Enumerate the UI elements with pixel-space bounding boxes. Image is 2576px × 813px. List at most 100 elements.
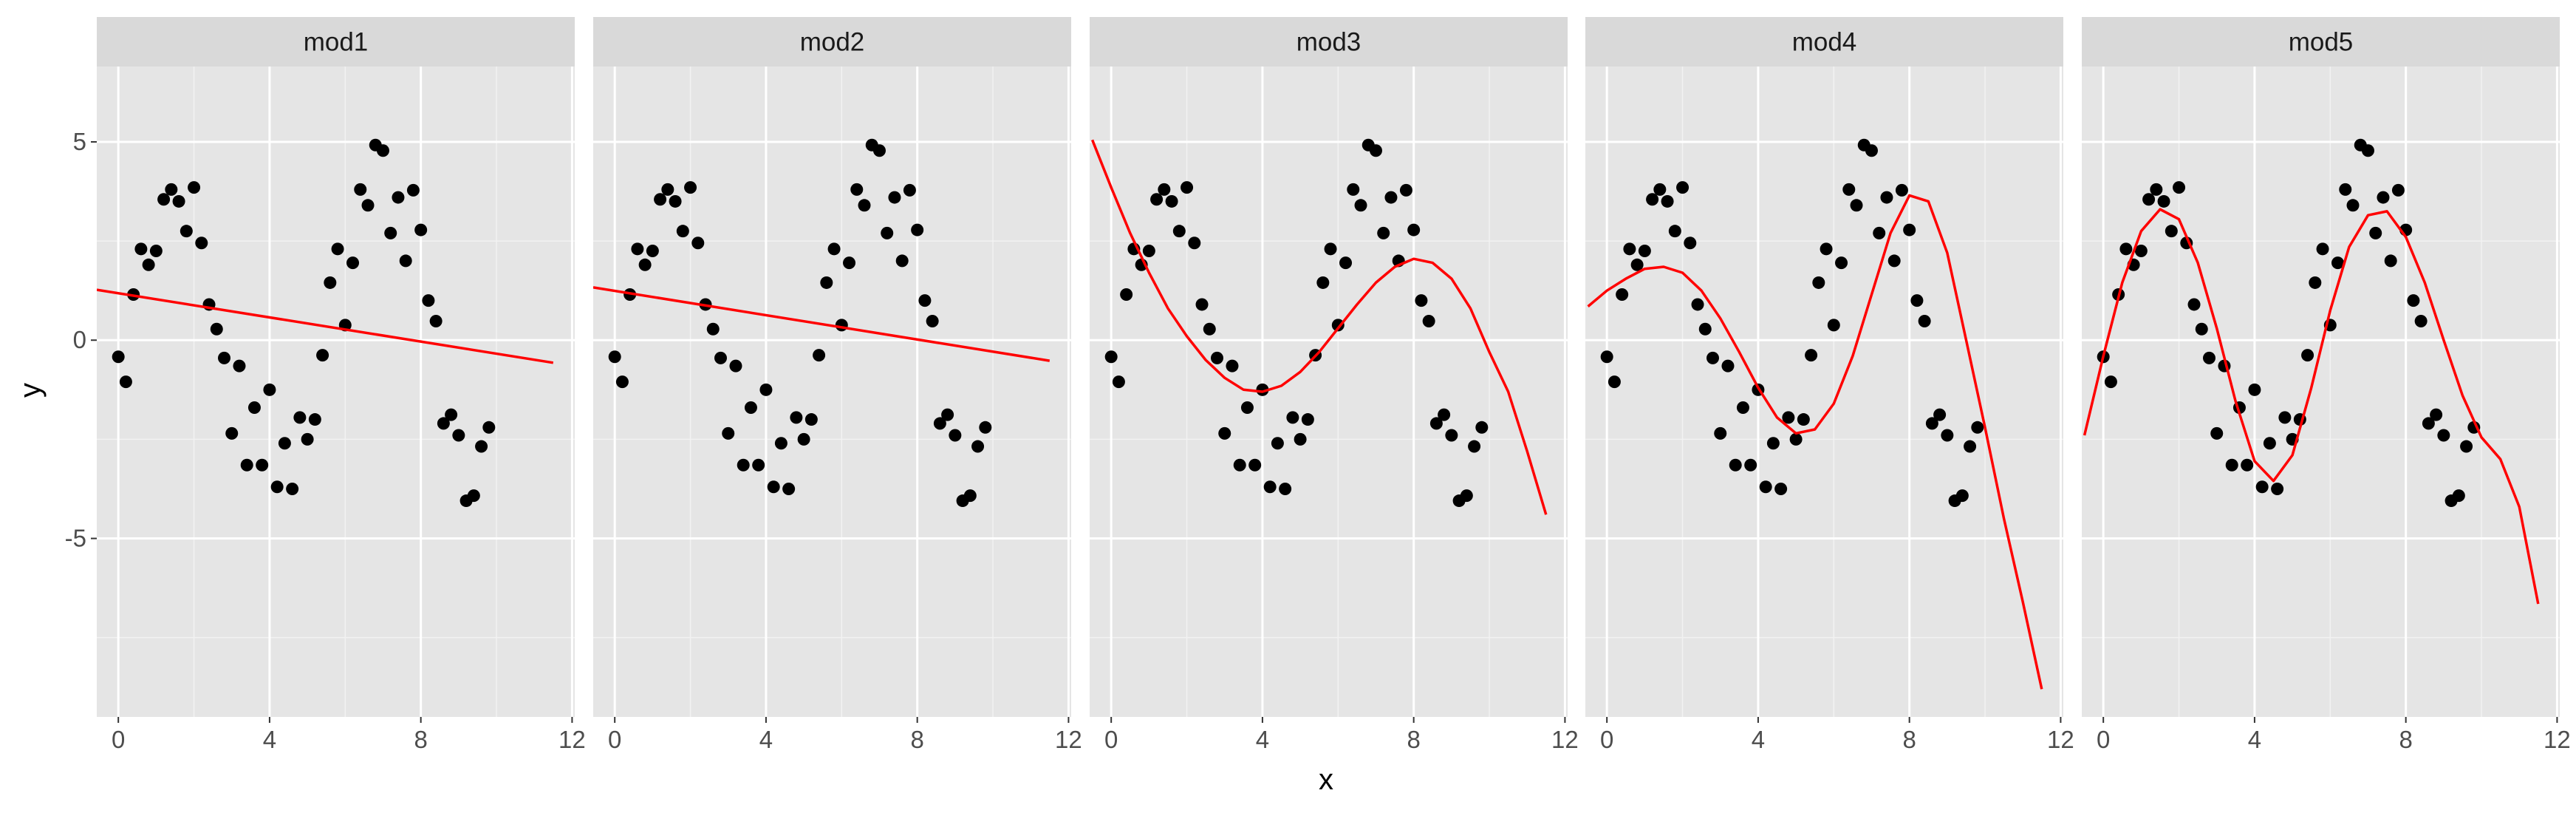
data-point	[1668, 225, 1681, 238]
panel-background	[1585, 67, 2063, 717]
data-point	[2422, 417, 2435, 430]
data-point	[963, 489, 977, 503]
x-tick-label: 4	[1752, 726, 1765, 753]
data-point	[308, 413, 321, 426]
fit-line-mod4	[1587, 194, 2043, 690]
data-point	[270, 480, 284, 494]
data-point	[1646, 193, 1659, 206]
facet-panel-mod5: mod5 0 4 8 12	[2082, 17, 2571, 753]
data-point	[331, 242, 344, 256]
data-point	[1158, 183, 1171, 196]
data-point	[1210, 351, 1223, 364]
data-point	[2150, 183, 2163, 196]
data-point	[414, 223, 428, 237]
data-points	[112, 138, 496, 508]
data-point	[157, 193, 171, 206]
data-point	[1165, 194, 1178, 208]
x-tick-label: 4	[263, 726, 276, 753]
facet-strip	[1090, 17, 1568, 67]
data-point	[2316, 242, 2329, 256]
data-point	[1339, 256, 1353, 270]
data-point	[256, 458, 269, 472]
data-point	[767, 480, 780, 494]
data-point	[217, 351, 230, 364]
x-tick-label: 8	[414, 726, 427, 753]
data-point	[895, 254, 909, 268]
facet-strip	[1585, 17, 2063, 67]
data-point	[149, 245, 163, 258]
data-point	[2134, 245, 2148, 258]
data-point	[661, 183, 674, 196]
data-point	[1415, 294, 1428, 307]
data-point	[2377, 191, 2390, 204]
data-point	[1865, 144, 1878, 157]
data-point	[2271, 482, 2284, 495]
facet-panel-mod4: mod4 0 4 8 12	[1585, 17, 2074, 753]
data-point	[1248, 458, 1262, 472]
data-point	[615, 375, 629, 389]
data-point	[782, 482, 796, 495]
data-point	[384, 226, 397, 239]
data-point	[1468, 440, 1481, 453]
facet-panel-mod2: mod2 0 4 8 12	[593, 17, 1082, 753]
data-point	[1842, 183, 1856, 196]
data-point	[1805, 349, 1818, 362]
data-point	[2361, 144, 2374, 157]
data-point	[2437, 429, 2450, 442]
data-point	[979, 421, 992, 434]
data-point	[1623, 242, 1636, 256]
facet-strip-label: mod3	[1296, 28, 1362, 57]
x-axis-title: x	[1319, 763, 1333, 796]
data-point	[1910, 294, 1924, 307]
data-point	[361, 199, 375, 212]
data-point	[1744, 458, 1757, 472]
data-point	[774, 437, 788, 450]
data-point	[1964, 440, 1977, 453]
data-point	[797, 432, 810, 446]
data-point	[1294, 432, 1307, 446]
data-point	[2173, 181, 2186, 194]
data-point	[949, 429, 962, 442]
data-point	[1399, 183, 1412, 197]
data-point	[820, 276, 833, 289]
data-point	[1630, 258, 1644, 271]
data-point	[2414, 314, 2428, 327]
data-point	[850, 183, 864, 196]
y-axis-title: y	[14, 383, 47, 398]
data-point	[2263, 437, 2276, 450]
x-tick-label: 12	[1551, 726, 1579, 753]
data-point	[608, 350, 621, 364]
data-point	[1661, 194, 1674, 208]
data-point	[2278, 411, 2292, 424]
data-point	[1789, 432, 1803, 446]
data-point	[1150, 193, 1164, 206]
data-point	[729, 359, 742, 373]
facet-strip-label: mod1	[304, 28, 369, 57]
facet-strip	[2082, 17, 2560, 67]
data-point	[195, 237, 208, 250]
data-point	[324, 276, 337, 289]
data-point	[1812, 276, 1825, 289]
data-point	[316, 349, 329, 362]
data-point	[888, 191, 901, 204]
x-tick-label: 0	[112, 726, 125, 753]
data-point	[2165, 225, 2178, 238]
data-point	[233, 359, 246, 373]
data-point	[1240, 401, 1254, 414]
data-point	[752, 458, 765, 472]
data-point	[452, 429, 465, 442]
data-point	[1933, 408, 1947, 421]
data-point	[134, 242, 148, 256]
data-point	[872, 144, 886, 157]
data-point	[669, 194, 682, 208]
data-point	[1120, 288, 1133, 302]
data-point	[429, 314, 443, 327]
data-point	[631, 242, 644, 256]
data-point	[1903, 223, 1916, 237]
facet-strip	[97, 17, 575, 67]
data-point	[278, 437, 291, 450]
data-point	[301, 432, 314, 446]
data-point	[1925, 417, 1938, 430]
data-point	[1181, 181, 1194, 194]
